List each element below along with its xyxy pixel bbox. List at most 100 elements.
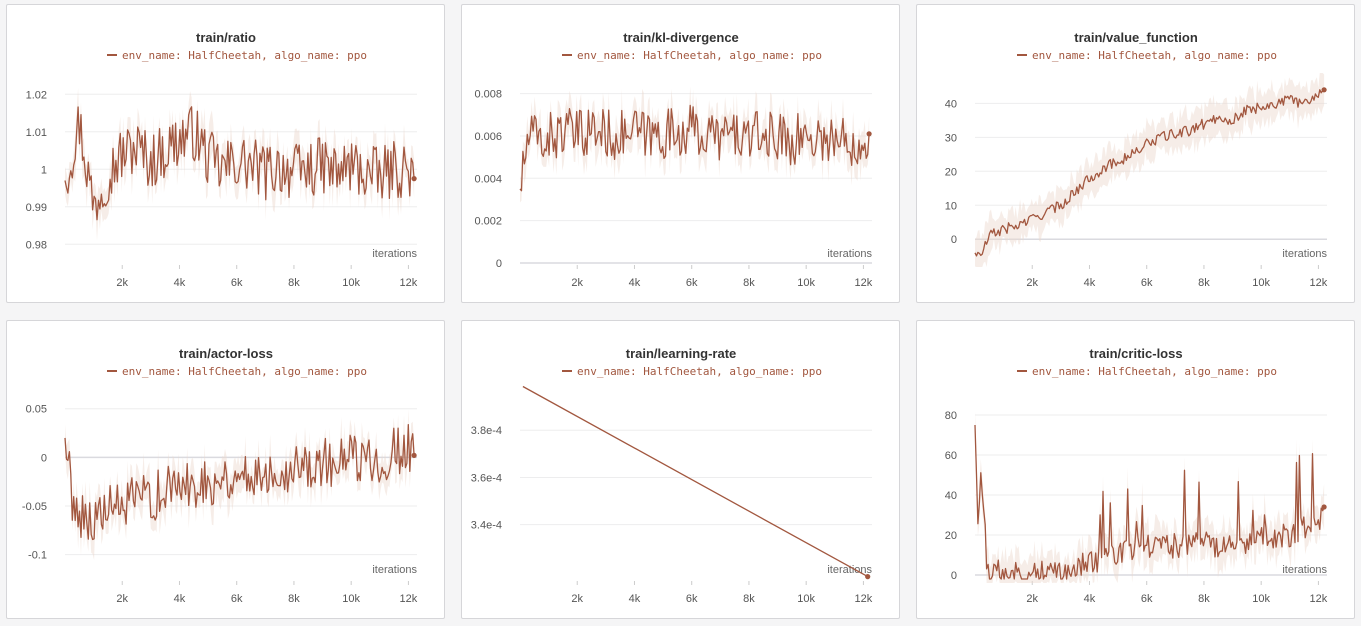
x-tick-label: 8k: [1198, 593, 1210, 605]
y-tick-label: 3.6e-4: [471, 472, 502, 484]
x-tick-label: 10k: [1252, 277, 1270, 289]
series-point: [149, 494, 153, 498]
series-point: [1088, 176, 1092, 180]
x-tick-label: 4k: [629, 593, 641, 605]
series-point: [392, 451, 396, 455]
series-point: [1259, 105, 1263, 109]
y-tick-label: 0.006: [474, 131, 502, 143]
series-point: [1173, 132, 1177, 136]
series-point: [979, 254, 983, 258]
series-point: [1216, 543, 1220, 547]
series-point: [1016, 224, 1020, 228]
series-point: [1274, 101, 1278, 105]
series-point: [1116, 553, 1120, 557]
chart-title-value_function: train/value_function: [1074, 30, 1198, 45]
series-point: [521, 385, 525, 389]
legend-entry: env_name: HalfCheetah, algo_name: ppo: [577, 365, 822, 378]
y-tick-label: 3.4e-4: [471, 520, 502, 532]
series-point: [392, 167, 396, 171]
y-tick-label: 40: [945, 490, 957, 502]
x-tick-label: 10k: [1252, 593, 1270, 605]
series-point: [718, 134, 722, 138]
x-tick-label: 8k: [288, 277, 300, 289]
series-point: [1130, 152, 1134, 156]
x-tick-label: 4k: [1084, 277, 1096, 289]
series-point: [1231, 118, 1235, 122]
series-point: [541, 138, 545, 142]
series-point: [1274, 537, 1278, 541]
series-point: [1259, 535, 1263, 539]
series-point: [1130, 549, 1134, 553]
series-point: [220, 477, 224, 481]
x-axis-label: iterations: [1282, 248, 1327, 260]
series-point: [575, 134, 579, 138]
series-point: [206, 480, 210, 484]
series-point: [106, 171, 110, 175]
x-tick-label: 12k: [400, 593, 418, 605]
x-tick-label: 10k: [342, 277, 360, 289]
legend-entry: env_name: HalfCheetah, algo_name: ppo: [1032, 365, 1277, 378]
series-end-point: [1321, 504, 1327, 510]
x-tick-label: 12k: [855, 277, 873, 289]
series-point: [675, 130, 679, 134]
series-band: [520, 86, 870, 203]
series-point: [1102, 166, 1106, 170]
series-point: [120, 152, 124, 156]
series-point: [63, 436, 67, 440]
series-point: [647, 134, 651, 138]
x-tick-label: 4k: [1084, 593, 1096, 605]
y-tick-label: 60: [945, 450, 957, 462]
series-point: [263, 171, 267, 175]
series-point: [1231, 537, 1235, 541]
legend-entry: env_name: HalfCheetah, algo_name: ppo: [122, 49, 367, 62]
x-tick-label: 6k: [1141, 593, 1153, 605]
series-point: [306, 463, 310, 467]
series-point: [704, 134, 708, 138]
x-tick-label: 4k: [629, 277, 641, 289]
series-point: [349, 458, 353, 462]
x-tick-label: 6k: [1141, 277, 1153, 289]
series-band: [975, 73, 1325, 267]
y-tick-label: 30: [945, 132, 957, 144]
series-point: [518, 187, 522, 191]
series-point: [378, 175, 382, 179]
x-tick-label: 6k: [231, 277, 243, 289]
chart-panel-critic-loss: train/critic-loss env_name: HalfCheetah, …: [916, 320, 1355, 619]
series-point: [1245, 108, 1249, 112]
series-point: [263, 470, 267, 474]
x-tick-label: 12k: [1310, 277, 1328, 289]
series-point: [135, 499, 139, 503]
series-point: [163, 489, 167, 493]
series-point: [747, 136, 751, 140]
y-tick-label: 0: [951, 570, 957, 582]
series-point: [776, 134, 780, 138]
series-point: [278, 164, 282, 168]
series-line: [974, 424, 1325, 580]
x-tick-label: 10k: [797, 593, 815, 605]
series-point: [306, 167, 310, 171]
y-tick-label: 0: [496, 258, 502, 270]
series-point: [192, 482, 196, 486]
series-point: [861, 138, 865, 142]
series-point: [77, 120, 81, 124]
x-tick-label: 2k: [116, 593, 128, 605]
series-point: [1145, 142, 1149, 146]
chart-panel-learning-rate: train/learning-rate env_name: HalfCheetah…: [461, 320, 900, 619]
series-point: [321, 164, 325, 168]
series-point: [235, 475, 239, 479]
x-tick-label: 10k: [797, 277, 815, 289]
series-end-point: [866, 131, 872, 137]
chart-title-learning-rate: train/learning-rate: [626, 346, 737, 361]
y-tick-label: -0.1: [28, 550, 47, 562]
series-end-point: [411, 452, 417, 458]
series-point: [220, 167, 224, 171]
series-point: [406, 446, 410, 450]
series-point: [661, 132, 665, 136]
series-point: [1173, 543, 1177, 547]
y-tick-label: 20: [945, 530, 957, 542]
chart-svg-learning-rate: train/learning-rate env_name: HalfCheetah…: [471, 346, 873, 605]
series-point: [1288, 533, 1292, 537]
x-axis-label: iterations: [372, 248, 417, 260]
series-point: [1145, 545, 1149, 549]
series-point: [378, 455, 382, 459]
